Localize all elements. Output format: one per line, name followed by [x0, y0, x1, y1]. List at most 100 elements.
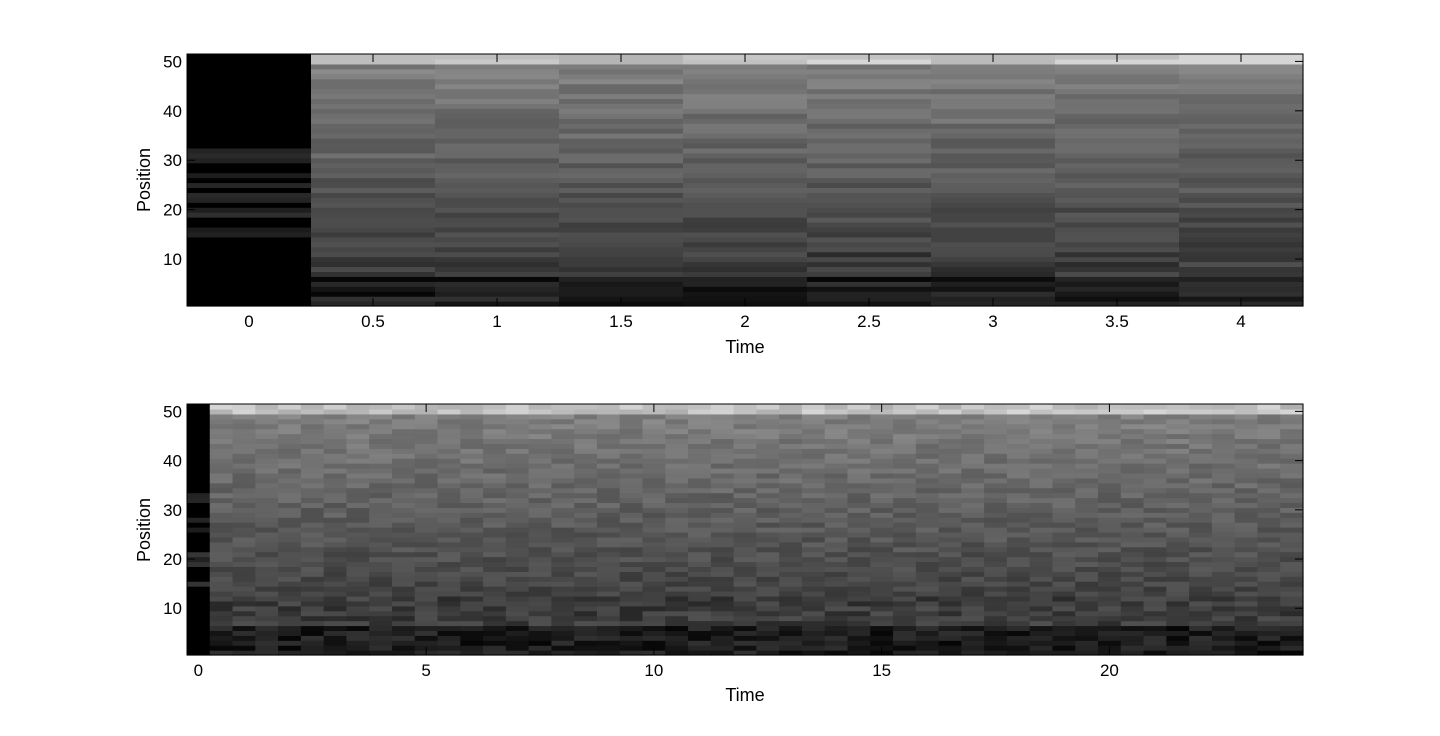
heatmap-cell [1055, 103, 1180, 109]
heatmap-cell [802, 527, 825, 533]
heatmap-cell [939, 640, 962, 646]
heatmap-cell [1235, 527, 1258, 533]
heatmap-cell [1052, 601, 1075, 607]
heatmap-cell [1030, 630, 1053, 636]
heatmap-cell [233, 557, 256, 563]
heatmap-cell [756, 542, 779, 548]
heatmap-cell [847, 532, 870, 538]
heatmap-cell [1212, 458, 1235, 464]
heatmap-cell [1121, 611, 1144, 617]
heatmap-cell [1166, 414, 1189, 420]
heatmap-cell [893, 478, 916, 484]
heatmap-cell [1007, 517, 1030, 523]
heatmap-cell [369, 409, 392, 415]
heatmap-cell [255, 532, 278, 538]
heatmap-cell [1179, 291, 1304, 297]
heatmap-cell [1257, 478, 1280, 484]
heatmap-cell [1075, 596, 1098, 602]
heatmap-cell [1179, 222, 1304, 228]
heatmap-cell [1007, 463, 1030, 469]
heatmap-cell [559, 69, 684, 75]
heatmap-cell [415, 434, 438, 440]
heatmap-cell [779, 645, 802, 651]
heatmap-cell [1052, 483, 1075, 489]
heatmap-cell [1055, 153, 1180, 159]
heatmap-cell [779, 468, 802, 474]
heatmap-cell [1144, 527, 1167, 533]
heatmap-cell [620, 606, 643, 612]
heatmap-cell [506, 414, 529, 420]
heatmap-cell [255, 542, 278, 548]
heatmap-cell [847, 498, 870, 504]
heatmap-cell [847, 424, 870, 430]
heatmap-cell [1052, 566, 1075, 572]
heatmap-cell [506, 591, 529, 597]
heatmap-cell [435, 232, 560, 238]
heatmap-cell [210, 404, 233, 410]
heatmap-cell [574, 576, 597, 582]
heatmap-cell [435, 118, 560, 124]
heatmap-cell [1030, 473, 1053, 479]
heatmap-cell [779, 409, 802, 415]
heatmap-cell [825, 507, 848, 513]
heatmap-cell [187, 187, 312, 193]
heatmap-cell [187, 596, 210, 602]
heatmap-cell [931, 178, 1056, 184]
heatmap-cell [529, 527, 552, 533]
heatmap-cell [620, 552, 643, 558]
heatmap-cell [1098, 547, 1121, 553]
heatmap-cell [1055, 148, 1180, 154]
heatmap-cell [1166, 581, 1189, 587]
heatmap-cell [939, 478, 962, 484]
heatmap-cell [460, 527, 483, 533]
heatmap-cell [847, 576, 870, 582]
heatmap-cell [931, 271, 1056, 277]
heatmap-cell [551, 438, 574, 444]
heatmap-cell [438, 414, 461, 420]
heatmap-cell [779, 429, 802, 435]
heatmap-cell [779, 443, 802, 449]
heatmap-cell [665, 581, 688, 587]
heatmap-cell [187, 493, 210, 499]
heatmap-cell [392, 463, 415, 469]
heatmap-cell [460, 409, 483, 415]
heatmap-cell [1007, 557, 1030, 563]
heatmap-cell [711, 522, 734, 528]
heatmap-cell [1280, 424, 1303, 430]
heatmap-cell [324, 611, 347, 617]
heatmap-cell [665, 429, 688, 435]
heatmap-cell [278, 542, 301, 548]
heatmap-cell [324, 502, 347, 508]
heatmap-cell [301, 498, 324, 504]
heatmap-cell [1121, 547, 1144, 553]
heatmap-cell [1007, 586, 1030, 592]
heatmap-cell [187, 143, 312, 149]
heatmap-cell [551, 611, 574, 617]
heatmap-cell [688, 625, 711, 631]
heatmap-cell [961, 557, 984, 563]
heatmap-cell [1212, 547, 1235, 553]
heatmap-cell [255, 601, 278, 607]
heatmap-cell [529, 419, 552, 425]
heatmap-cell [1030, 640, 1053, 646]
heatmap-cell [392, 527, 415, 533]
heatmap-cell [460, 586, 483, 592]
heatmap-cell [324, 517, 347, 523]
heatmap-cell [460, 498, 483, 504]
heatmap-cell [847, 552, 870, 558]
heatmap-cell [1075, 414, 1098, 420]
heatmap-cell [688, 635, 711, 641]
heatmap-cell [756, 419, 779, 425]
heatmap-cell [1166, 488, 1189, 494]
heatmap-cell [278, 621, 301, 627]
heatmap-cell [1257, 635, 1280, 641]
heatmap-cell [847, 434, 870, 440]
heatmap-cell [551, 566, 574, 572]
heatmap-cell [825, 473, 848, 479]
heatmap-cell [210, 453, 233, 459]
heatmap-cell [1212, 537, 1235, 543]
heatmap-cell [346, 532, 369, 538]
heatmap-cell [551, 517, 574, 523]
heatmap-cell [802, 453, 825, 459]
heatmap-cell [1166, 591, 1189, 597]
